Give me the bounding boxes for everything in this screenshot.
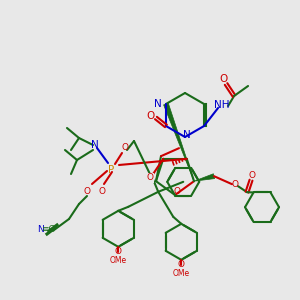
Text: NH: NH (214, 100, 230, 110)
Text: N: N (154, 99, 162, 109)
Text: O: O (115, 247, 122, 256)
Text: O: O (147, 111, 155, 121)
Text: O: O (122, 143, 128, 152)
Text: O: O (248, 171, 256, 180)
Text: OMe: OMe (110, 256, 127, 265)
Text: N: N (91, 140, 99, 150)
Text: O: O (173, 187, 181, 196)
Polygon shape (164, 103, 194, 181)
Text: O: O (219, 74, 227, 84)
Text: P: P (108, 165, 114, 175)
Text: ≡C: ≡C (41, 224, 55, 233)
Text: O: O (147, 173, 154, 182)
Text: OMe: OMe (173, 269, 190, 278)
Text: N: N (38, 224, 44, 233)
Text: O: O (98, 187, 106, 196)
Text: O: O (232, 180, 238, 189)
Polygon shape (194, 174, 214, 181)
Text: N: N (183, 130, 191, 140)
Text: O: O (83, 188, 91, 196)
Text: O: O (178, 260, 185, 269)
